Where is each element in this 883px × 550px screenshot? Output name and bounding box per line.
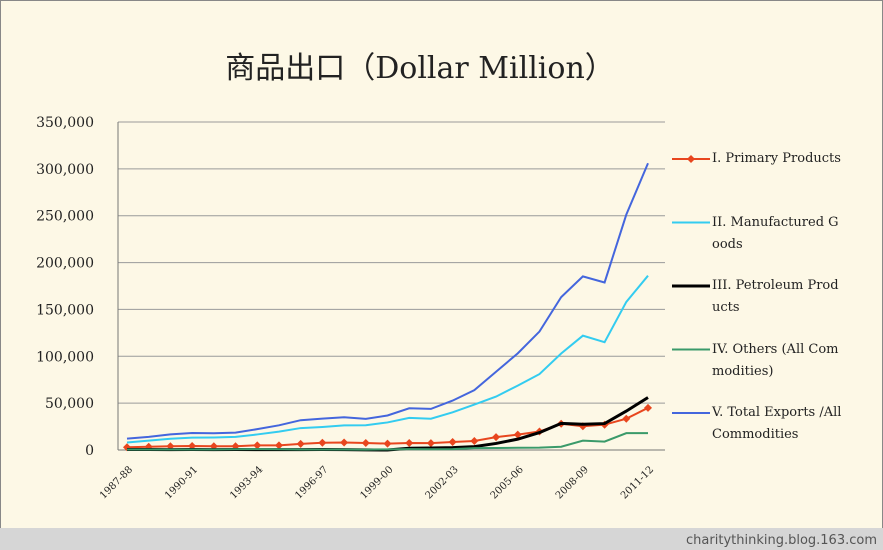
series-line: [126, 275, 649, 444]
y-tick-label: 150,000: [36, 302, 94, 318]
x-tick-label: 1999-00: [358, 464, 395, 501]
x-tick-label: 1993-94: [228, 464, 265, 501]
point-marker: [448, 437, 457, 446]
footer-bar: [0, 528, 883, 550]
x-tick-label: 2005-06: [489, 464, 526, 501]
legend-label: III. Petroleum Products: [712, 278, 839, 315]
point-marker: [188, 441, 197, 450]
series-line: [127, 432, 648, 451]
legend-label: V. Total Exports /All Commodities: [712, 405, 842, 442]
y-tick-label: 250,000: [36, 209, 94, 225]
y-tick-label: 0: [85, 443, 94, 459]
y-tick-label: 50,000: [45, 396, 94, 412]
point-marker: [513, 430, 522, 439]
chart-title: 商品出口（Dollar Million）: [225, 51, 615, 86]
x-tick-label: 2002-03: [424, 464, 461, 501]
point-marker: [644, 403, 652, 412]
legend-label: II. Manufactured Goods: [712, 214, 839, 252]
x-tick-label: 1987-88: [98, 464, 135, 501]
y-tick-label: 200,000: [36, 256, 94, 272]
legend-label: I. Primary Products: [712, 151, 841, 166]
point-marker: [383, 439, 392, 448]
point-marker: [426, 439, 435, 448]
point-marker: [296, 439, 305, 448]
y-tick-label: 300,000: [36, 162, 94, 178]
point-marker: [405, 438, 414, 447]
point-marker: [361, 438, 370, 447]
x-tick-label: 2011-12: [619, 464, 656, 501]
point-marker: [253, 441, 262, 450]
point-marker: [340, 438, 349, 447]
legend-label: IV. Others (All Commodities): [712, 341, 839, 379]
watermark: charitythinking.blog.163.com: [686, 533, 877, 548]
x-tick-label: 1996-97: [293, 464, 330, 501]
legend-marker: [687, 155, 695, 163]
y-tick-label: 350,000: [36, 115, 94, 131]
y-tick-label: 100,000: [36, 349, 94, 365]
point-marker: [492, 433, 501, 442]
x-tick-label: 2008-09: [554, 464, 591, 501]
point-marker: [274, 441, 283, 450]
series-line: [126, 162, 649, 440]
point-marker: [470, 437, 479, 446]
point-marker: [622, 414, 631, 423]
x-tick-label: 1990-91: [163, 464, 200, 501]
point-marker: [318, 438, 327, 447]
